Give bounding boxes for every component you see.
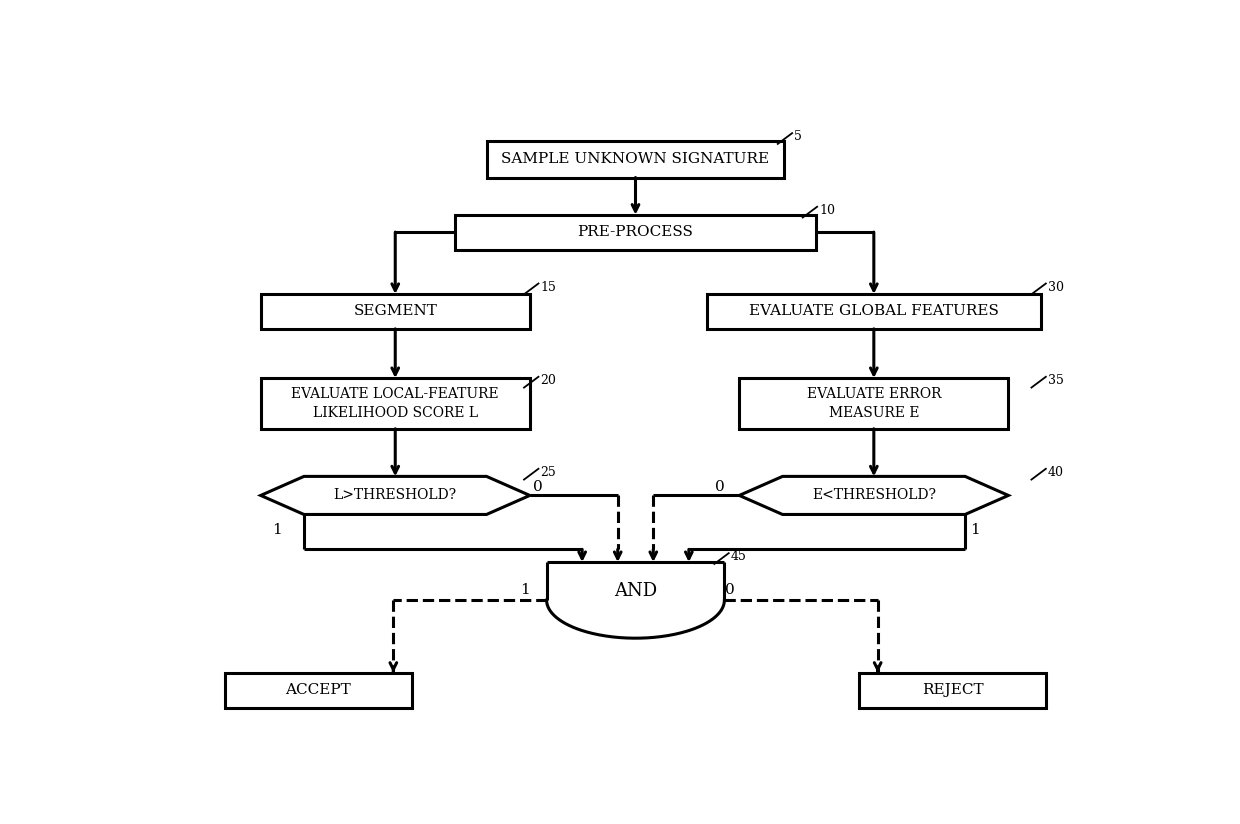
Text: 10: 10 [820, 204, 835, 217]
Text: AND: AND [614, 582, 657, 600]
Polygon shape [260, 476, 529, 514]
Text: 25: 25 [541, 466, 556, 479]
Text: EVALUATE GLOBAL FEATURES: EVALUATE GLOBAL FEATURES [749, 304, 998, 318]
Text: 0: 0 [725, 583, 735, 597]
Text: EVALUATE LOCAL-FEATURE
LIKELIHOOD SCORE L: EVALUATE LOCAL-FEATURE LIKELIHOOD SCORE … [291, 387, 498, 419]
Text: 1: 1 [521, 583, 531, 597]
Text: 5: 5 [794, 130, 802, 143]
Text: 0: 0 [715, 480, 725, 494]
Bar [455, 215, 816, 250]
Bar [859, 672, 1047, 708]
Text: 20: 20 [541, 374, 557, 387]
Text: PRE-PROCESS: PRE-PROCESS [578, 225, 693, 239]
Bar [260, 294, 529, 329]
Text: 45: 45 [730, 550, 746, 564]
Text: L>THRESHOLD?: L>THRESHOLD? [334, 489, 456, 503]
Text: 1: 1 [970, 523, 980, 537]
Text: SEGMENT: SEGMENT [353, 304, 438, 318]
Bar [707, 294, 1042, 329]
Text: 1: 1 [272, 523, 281, 537]
Bar [739, 378, 1008, 428]
Text: 30: 30 [1048, 281, 1064, 293]
Text: E<THRESHOLD?: E<THRESHOLD? [812, 489, 936, 503]
Text: SAMPLE UNKNOWN SIGNATURE: SAMPLE UNKNOWN SIGNATURE [501, 152, 770, 166]
Text: ACCEPT: ACCEPT [285, 683, 351, 697]
Text: REJECT: REJECT [921, 683, 983, 697]
Bar [224, 672, 412, 708]
Bar [486, 141, 785, 177]
Text: 40: 40 [1048, 466, 1064, 479]
Text: 35: 35 [1048, 374, 1064, 387]
Bar [260, 378, 529, 428]
Polygon shape [739, 476, 1008, 514]
Text: EVALUATE ERROR
MEASURE E: EVALUATE ERROR MEASURE E [806, 387, 941, 419]
Text: 15: 15 [541, 281, 557, 293]
Text: 0: 0 [533, 480, 542, 494]
